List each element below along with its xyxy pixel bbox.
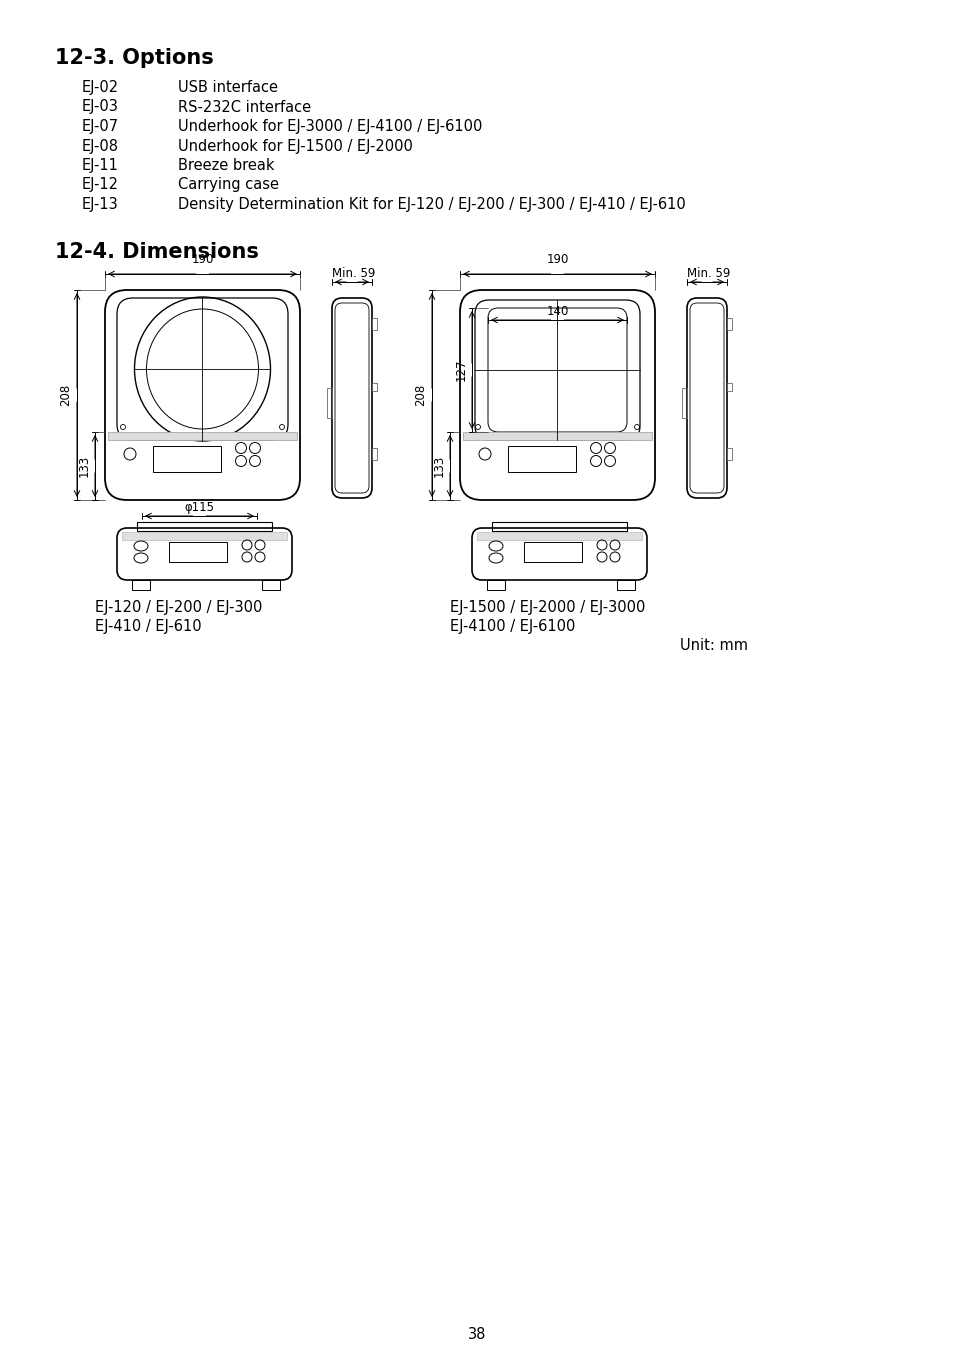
Text: Underhook for EJ-3000 / EJ-4100 / EJ-6100: Underhook for EJ-3000 / EJ-4100 / EJ-610… <box>178 119 482 134</box>
Bar <box>372 319 376 329</box>
Bar <box>132 580 150 590</box>
Bar <box>108 432 296 440</box>
Text: 38: 38 <box>467 1327 486 1342</box>
Bar <box>169 541 227 562</box>
Bar <box>523 541 581 562</box>
Bar <box>137 522 272 531</box>
Text: 140: 140 <box>546 305 568 319</box>
Bar <box>726 448 731 460</box>
Bar <box>507 446 576 472</box>
Text: Breeze break: Breeze break <box>178 158 274 173</box>
Text: EJ-08: EJ-08 <box>82 139 119 154</box>
Text: Unit: mm: Unit: mm <box>679 639 747 653</box>
Text: Density Determination Kit for EJ-120 / EJ-200 / EJ-300 / EJ-410 / EJ-610: Density Determination Kit for EJ-120 / E… <box>178 197 685 212</box>
Bar <box>372 448 376 460</box>
Text: EJ-12: EJ-12 <box>82 177 119 193</box>
Bar <box>486 580 504 590</box>
Text: RS-232C interface: RS-232C interface <box>178 100 311 115</box>
Bar <box>476 532 641 540</box>
Text: 208: 208 <box>414 383 427 406</box>
Text: EJ-4100 / EJ-6100: EJ-4100 / EJ-6100 <box>450 620 575 634</box>
Text: EJ-410 / EJ-610: EJ-410 / EJ-610 <box>95 620 201 634</box>
Bar <box>122 532 287 540</box>
Text: USB interface: USB interface <box>178 80 277 94</box>
Text: EJ-13: EJ-13 <box>82 197 118 212</box>
Text: Carrying case: Carrying case <box>178 177 278 193</box>
Text: EJ-11: EJ-11 <box>82 158 119 173</box>
Text: Underhook for EJ-1500 / EJ-2000: Underhook for EJ-1500 / EJ-2000 <box>178 139 413 154</box>
Text: 190: 190 <box>546 252 568 266</box>
Text: 12-3. Options: 12-3. Options <box>55 49 213 68</box>
Bar <box>492 522 626 531</box>
Text: 208: 208 <box>59 383 71 406</box>
Text: EJ-07: EJ-07 <box>82 119 119 134</box>
Text: 133: 133 <box>433 455 446 477</box>
Text: EJ-120 / EJ-200 / EJ-300: EJ-120 / EJ-200 / EJ-300 <box>95 599 262 616</box>
Bar <box>152 446 221 472</box>
Text: 133: 133 <box>78 455 91 477</box>
Text: EJ-1500 / EJ-2000 / EJ-3000: EJ-1500 / EJ-2000 / EJ-3000 <box>450 599 644 616</box>
Bar <box>681 387 686 418</box>
Text: EJ-02: EJ-02 <box>82 80 119 94</box>
Text: Min. 59: Min. 59 <box>686 267 730 279</box>
Bar <box>617 580 635 590</box>
Text: Min. 59: Min. 59 <box>332 267 375 279</box>
Bar <box>372 383 376 392</box>
Bar <box>327 387 332 418</box>
Text: 127: 127 <box>455 359 468 381</box>
Bar <box>726 383 731 392</box>
Bar <box>262 580 280 590</box>
Text: φ115: φ115 <box>184 501 214 514</box>
Bar <box>462 432 651 440</box>
Text: 12-4. Dimensions: 12-4. Dimensions <box>55 242 258 262</box>
Text: EJ-03: EJ-03 <box>82 100 119 115</box>
Bar <box>726 319 731 329</box>
Text: 190: 190 <box>192 252 213 266</box>
